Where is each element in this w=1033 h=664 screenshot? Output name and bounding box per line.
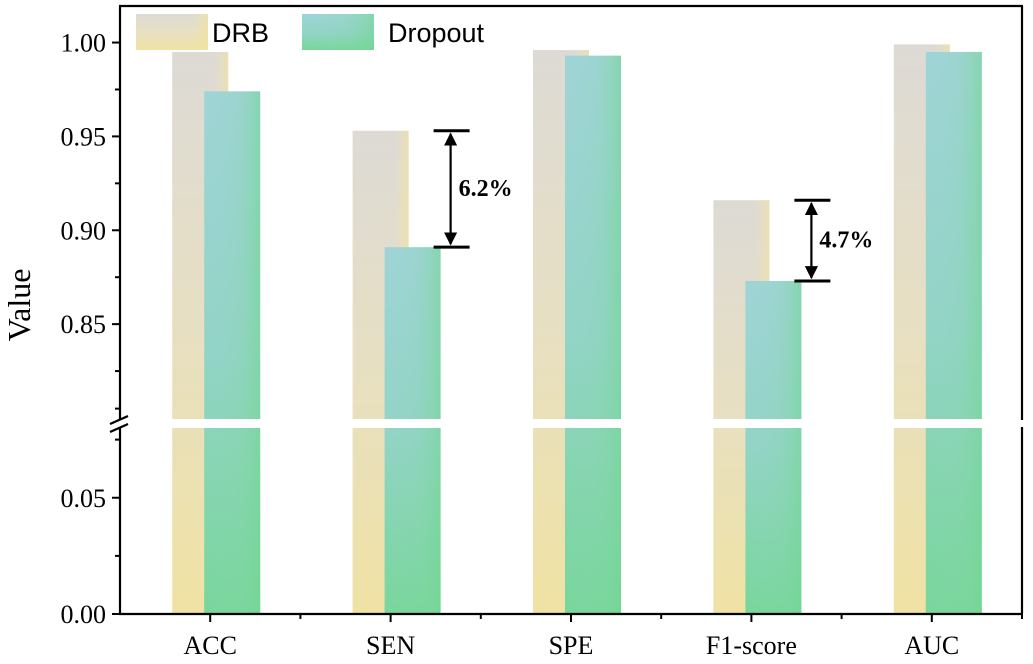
x-tick-label: AUC <box>904 631 959 660</box>
x-tick-label: ACC <box>183 631 236 660</box>
y-tick-label: 0.05 <box>61 484 107 513</box>
y-tick-label: 0.90 <box>61 216 107 245</box>
x-tick-label: SEN <box>366 631 415 660</box>
bars-layer <box>172 44 982 615</box>
difference-annotation: 4.7% <box>794 198 873 283</box>
bar-dropout-auc <box>925 51 982 614</box>
y-tick-label: 0.85 <box>61 310 107 339</box>
legend-label: Dropout <box>388 18 485 48</box>
axis-break-mark <box>109 414 129 434</box>
legend: DRB Dropout <box>136 14 485 50</box>
legend-item-drb: DRB <box>136 14 269 50</box>
x-tick-label: SPE <box>549 631 594 660</box>
legend-item-dropout: Dropout <box>302 14 485 50</box>
y-tick-label: 0.95 <box>61 122 107 151</box>
annotations-layer: 6.2% 4.7% <box>433 129 873 283</box>
tick-labels-layer: 0.00 0.05 0.85 0.90 0.95 1.00 ACC SEN SPE F1-scor… <box>61 29 960 660</box>
bar-dropout-sen <box>384 247 441 614</box>
bar-dropout-f1-score <box>745 280 802 614</box>
bar-dropout-spe <box>565 55 621 615</box>
bar-dropout-acc <box>204 91 261 614</box>
y-axis-title: Value <box>1 269 37 342</box>
y-tick-label: 1.00 <box>61 29 107 58</box>
axes-layer <box>109 4 1024 622</box>
difference-label: 4.7% <box>819 228 873 254</box>
difference-annotation: 6.2% <box>433 129 513 249</box>
legend-label: DRB <box>212 18 269 48</box>
break-gap-band <box>121 419 1022 428</box>
axis-break-gap <box>121 419 1022 428</box>
x-tick-label: F1-score <box>706 631 797 660</box>
difference-label: 6.2% <box>459 176 513 202</box>
y-tick-label: 0.00 <box>61 600 107 629</box>
